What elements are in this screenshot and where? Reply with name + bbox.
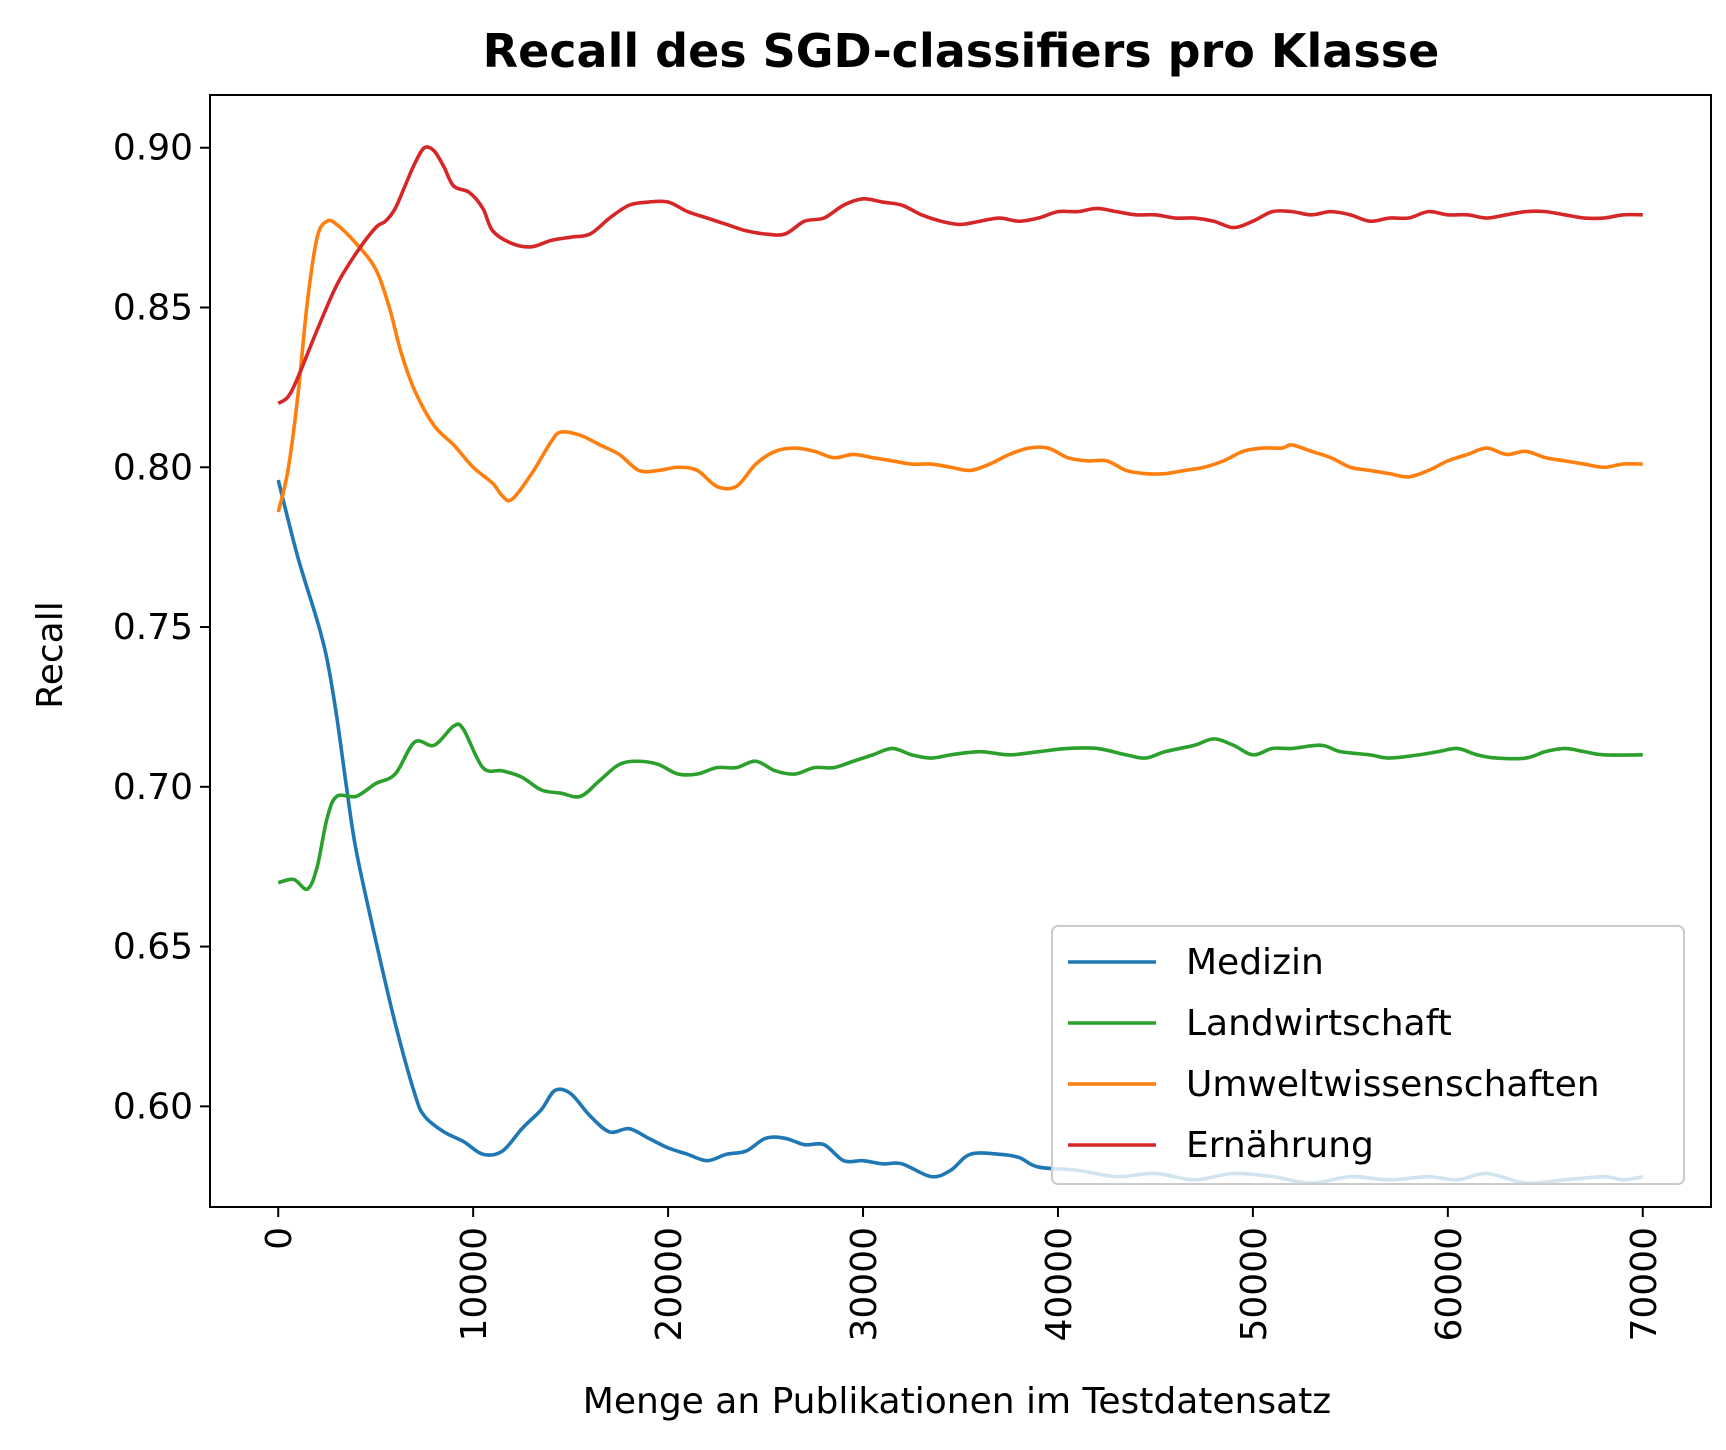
legend-entry: Landwirtschaft	[1186, 1003, 1452, 1044]
x-tick-label: 30000	[844, 1227, 885, 1342]
x-tick-label: 50000	[1234, 1227, 1275, 1342]
y-tick-label: 0.80	[113, 447, 193, 488]
plot-frame	[209, 94, 1712, 1208]
legend-entry: Umweltwissenschaften	[1186, 1064, 1600, 1105]
legend-box	[1051, 925, 1685, 1185]
chart-title: Recall des SGD-classifiers pro Klasse	[483, 24, 1440, 78]
legend-entry: Ernährung	[1186, 1125, 1374, 1166]
x-tick-label: 0	[259, 1227, 300, 1250]
y-axis-label: Recall	[30, 601, 71, 708]
y-tick-label: 0.90	[113, 128, 193, 169]
x-tick-label: 10000	[454, 1227, 495, 1342]
y-tick-label: 0.75	[113, 607, 193, 648]
legend: Medizin Landwirtschaft Umweltwissenschafte…	[1051, 925, 1685, 1185]
series-line-ern-hrung	[277, 145, 1643, 405]
x-axis-label: Menge an Publikationen im Testdatensatz	[583, 1381, 1331, 1422]
series-line-umweltwissenschaften	[276, 218, 1643, 513]
y-tick-label: 0.70	[113, 767, 193, 808]
x-axis: 0 10000 20000 30000 40000 50000 60000 70000	[259, 1207, 1665, 1342]
series-line-landwirtschaft	[277, 722, 1643, 892]
y-tick-label: 0.85	[113, 287, 193, 328]
x-tick-label: 40000	[1039, 1227, 1080, 1342]
x-tick-label: 70000	[1624, 1227, 1665, 1342]
y-tick-label: 0.60	[113, 1086, 193, 1127]
x-tick-label: 60000	[1429, 1227, 1470, 1342]
y-tick-label: 0.65	[113, 927, 193, 968]
y-axis: 0.60 0.65 0.70 0.75 0.80 0.85 0.90	[113, 128, 210, 1127]
legend-entry: Medizin	[1186, 942, 1324, 983]
x-tick-label: 20000	[649, 1227, 690, 1342]
